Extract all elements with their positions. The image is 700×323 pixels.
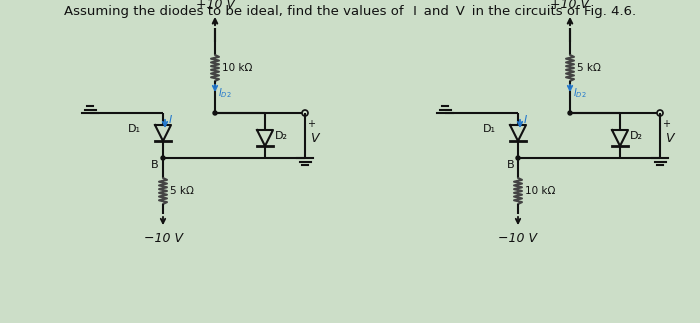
Circle shape [161,156,165,160]
Text: V: V [665,131,673,144]
Text: 5 kΩ: 5 kΩ [577,63,601,73]
Text: +: + [662,119,670,129]
Text: D₁: D₁ [483,124,496,134]
Text: D₁: D₁ [128,124,141,134]
Circle shape [516,156,520,160]
Circle shape [213,111,217,115]
Text: 5 kΩ: 5 kΩ [170,186,194,196]
Text: +10 V: +10 V [550,0,589,11]
Text: −10 V: −10 V [498,232,538,245]
Text: B: B [151,160,159,170]
Text: +: + [307,119,315,129]
Text: B: B [506,160,514,170]
Text: $\mathit{I}_{D2}$: $\mathit{I}_{D2}$ [573,86,587,100]
Text: V: V [310,131,319,144]
Text: 10 kΩ: 10 kΩ [222,63,253,73]
Text: Assuming the diodes to be ideal, find the values of   I  and  V  in the circuits: Assuming the diodes to be ideal, find th… [64,5,636,18]
Text: 10 kΩ: 10 kΩ [525,186,555,196]
Text: D₂: D₂ [630,131,643,141]
Text: −10 V: −10 V [144,232,183,245]
Text: D₂: D₂ [275,131,288,141]
Text: I: I [169,115,172,125]
Text: I: I [524,115,527,125]
Text: +10 V: +10 V [195,0,234,11]
Circle shape [568,111,572,115]
Text: $\mathit{I}_{D2}$: $\mathit{I}_{D2}$ [218,86,232,100]
